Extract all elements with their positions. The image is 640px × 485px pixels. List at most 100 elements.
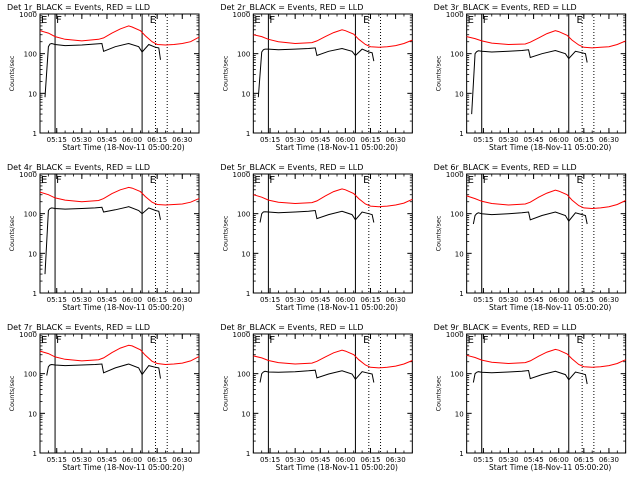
plot-frame — [252, 173, 413, 294]
y-tick-label: 100 — [450, 211, 463, 219]
series-lld-line — [466, 348, 626, 368]
x-tick-label: 05:45 — [97, 136, 117, 144]
marker-f: F — [269, 335, 275, 346]
y-tick-label: 1 — [246, 130, 250, 138]
marker-e: E — [150, 175, 156, 186]
x-tick-label: 06:30 — [599, 456, 619, 464]
panel-det-3: Det 3r_BLACK = Events, RED = LLD 1 10 100 10… — [434, 3, 627, 152]
panel-title: Det 5r_BLACK = Events, RED = LLD — [220, 163, 363, 172]
marker-e: E — [150, 335, 156, 346]
x-tick-label: 05:15 — [47, 456, 67, 464]
panel-title: Det 8r_BLACK = Events, RED = LLD — [220, 323, 363, 332]
marker-f: F — [56, 175, 62, 186]
marker-e: E — [468, 335, 474, 346]
marker-f: F — [483, 335, 489, 346]
series-events-line — [259, 369, 375, 383]
y-tick-label: 1 — [33, 290, 37, 298]
series-lld-line — [253, 188, 413, 208]
x-axis-label: Start Time (18-Nov-11 05:00:20) — [489, 303, 611, 312]
plot-frame — [39, 173, 200, 294]
series-lld-line — [466, 189, 626, 210]
series-lld-line — [39, 25, 200, 46]
y-tick-label: 100 — [450, 51, 463, 59]
x-tick-label: 05:15 — [260, 456, 280, 464]
x-tick-label: 06:00 — [549, 456, 569, 464]
panel-det-1: Det 1r_BLACK = Events, RED = LLD 1 10 100 10… — [7, 3, 200, 152]
x-axis-label: Start Time (18-Nov-11 05:00:20) — [276, 463, 398, 472]
panel-title: Det 7r_BLACK = Events, RED = LLD — [7, 323, 150, 332]
series-events-line — [471, 49, 588, 115]
y-tick-label: 1 — [246, 450, 250, 458]
y-axis-label: Counts/sec — [435, 55, 443, 91]
x-tick-label: 05:30 — [285, 456, 305, 464]
y-axis-label: Counts/sec — [435, 215, 443, 251]
marker-e: E — [363, 15, 369, 26]
panel-det-5: Det 5r_BLACK = Events, RED = LLD 1 10 100 10… — [220, 163, 413, 312]
x-axis-label: Start Time (18-Nov-11 05:00:20) — [489, 463, 611, 472]
series-lld-line — [39, 344, 200, 366]
x-tick-label: 05:45 — [310, 136, 330, 144]
x-tick-label: 06:30 — [385, 456, 405, 464]
x-tick-label: 06:00 — [335, 296, 355, 304]
series-events-line — [259, 209, 375, 223]
series-lld-line — [466, 30, 626, 49]
y-tick-label: 100 — [237, 371, 250, 379]
y-tick-label: 10 — [241, 90, 250, 98]
y-tick-label: 10 — [28, 90, 37, 98]
y-axis-label: Counts/sec — [8, 375, 16, 411]
y-tick-label: 1000 — [19, 11, 37, 19]
x-tick-label: 05:15 — [47, 136, 67, 144]
plot-frame — [466, 173, 627, 294]
y-tick-label: 10 — [455, 410, 464, 418]
y-tick-label: 1000 — [19, 331, 37, 339]
y-tick-label: 1000 — [233, 11, 251, 19]
marker-f: F — [269, 15, 275, 26]
x-tick-label: 06:30 — [172, 296, 192, 304]
marker-f: F — [483, 175, 489, 186]
panel-det-8: Det 8r_BLACK = Events, RED = LLD 1 10 100 10… — [220, 323, 413, 472]
marker-e: E — [576, 15, 582, 26]
x-tick-label: 05:45 — [310, 296, 330, 304]
x-tick-label: 05:30 — [285, 296, 305, 304]
panel-det-9: Det 9r_BLACK = Events, RED = LLD 1 10 100 10… — [434, 323, 627, 472]
x-tick-label: 05:30 — [72, 456, 92, 464]
x-tick-label: 05:15 — [473, 456, 493, 464]
x-axis-label: Start Time (18-Nov-11 05:00:20) — [62, 463, 184, 472]
panel-det-6: Det 6r_BLACK = Events, RED = LLD 1 10 100 10… — [434, 163, 627, 312]
y-axis-label: Counts/sec — [8, 215, 16, 251]
series-events-line — [257, 47, 375, 98]
plot-frame — [466, 333, 627, 454]
x-axis-label: Start Time (18-Nov-11 05:00:20) — [276, 143, 398, 152]
y-axis-label: Counts/sec — [221, 375, 229, 411]
y-tick-label: 100 — [237, 211, 250, 219]
y-tick-label: 100 — [24, 371, 37, 379]
marker-e: E — [576, 335, 582, 346]
panel-title: Det 6r_BLACK = Events, RED = LLD — [434, 163, 577, 172]
x-axis-label: Start Time (18-Nov-11 05:00:20) — [276, 303, 398, 312]
series-events-line — [46, 363, 161, 379]
y-tick-label: 1000 — [446, 171, 464, 179]
y-axis-label: Counts/sec — [221, 215, 229, 251]
marker-e: E — [41, 15, 47, 26]
plot-frame — [252, 333, 413, 454]
marker-e: E — [468, 15, 474, 26]
marker-e: E — [576, 175, 582, 186]
plot-frame — [39, 333, 200, 454]
y-tick-label: 1 — [459, 450, 463, 458]
y-tick-label: 100 — [24, 51, 37, 59]
x-tick-label: 06:30 — [172, 136, 192, 144]
series-lld-line — [39, 186, 200, 206]
y-tick-label: 10 — [241, 410, 250, 418]
x-tick-label: 05:30 — [285, 136, 305, 144]
x-tick-label: 06:15 — [360, 456, 380, 464]
x-tick-label: 06:15 — [147, 456, 167, 464]
marker-e: E — [254, 335, 260, 346]
x-tick-label: 05:45 — [97, 296, 117, 304]
x-tick-label: 05:45 — [310, 456, 330, 464]
x-tick-label: 06:00 — [549, 296, 569, 304]
y-tick-label: 100 — [24, 211, 37, 219]
x-tick-label: 06:00 — [122, 136, 142, 144]
x-tick-label: 06:15 — [574, 136, 594, 144]
x-tick-label: 06:15 — [574, 296, 594, 304]
